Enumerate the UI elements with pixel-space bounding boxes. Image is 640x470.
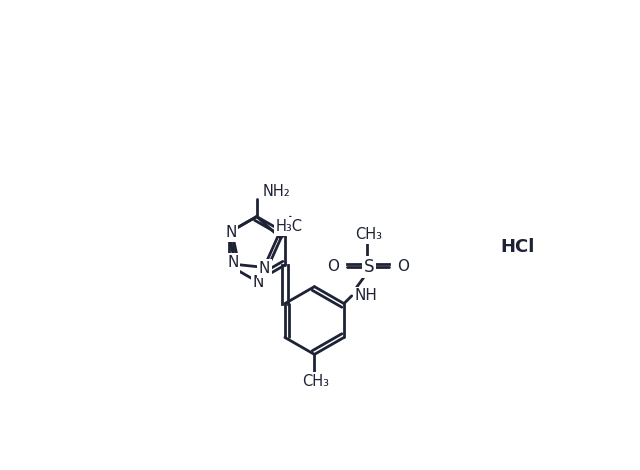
Text: NH₂: NH₂ — [263, 184, 291, 199]
Text: N: N — [227, 259, 238, 274]
Text: CH₃: CH₃ — [303, 374, 330, 389]
Text: S: S — [364, 258, 374, 275]
Text: N: N — [227, 255, 239, 270]
Text: HCl: HCl — [500, 238, 535, 256]
Text: O: O — [327, 259, 339, 274]
Text: O: O — [397, 259, 409, 274]
Text: CH₃: CH₃ — [355, 227, 382, 242]
Text: N: N — [253, 274, 264, 290]
Text: NH: NH — [355, 289, 378, 303]
Text: N: N — [225, 225, 237, 240]
Text: H₃C: H₃C — [275, 219, 302, 234]
Text: N: N — [259, 261, 270, 276]
